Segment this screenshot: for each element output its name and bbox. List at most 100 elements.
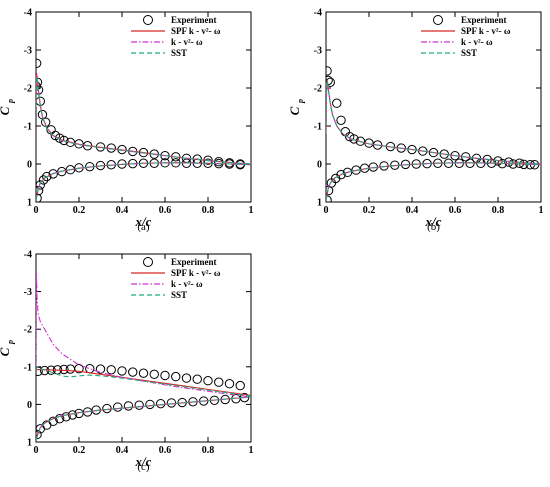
- data-point-upper: [65, 364, 76, 374]
- data-point-upper: [344, 131, 355, 142]
- series-line-upper: [36, 365, 251, 397]
- data-point-upper: [181, 373, 192, 383]
- legend-label: Experiment: [461, 15, 507, 25]
- data-point-upper: [117, 366, 127, 376]
- x-tick-label: 0.4: [116, 205, 129, 216]
- y-tick-label: -4: [314, 8, 322, 19]
- data-point-lower: [38, 175, 49, 185]
- data-point-upper: [235, 380, 245, 391]
- y-tick-label: -4: [24, 8, 32, 19]
- data-point-upper: [349, 134, 359, 144]
- data-point-upper: [355, 136, 366, 146]
- plot-area: [326, 66, 541, 202]
- data-point-upper: [138, 368, 149, 378]
- y-tick-label: -2: [24, 84, 32, 95]
- legend-label: k - v²- ω: [171, 279, 203, 289]
- data-point-upper: [326, 66, 332, 76]
- y-axis-label-subscript: p: [6, 99, 15, 104]
- y-tick-label: -3: [314, 46, 322, 57]
- x-tick-label: 0.8: [202, 205, 215, 216]
- y-tick-label: -2: [314, 84, 322, 95]
- series-line-lower: [326, 162, 541, 201]
- series-line-upper: [326, 80, 541, 165]
- data-point-upper: [340, 127, 351, 137]
- data-point-upper: [36, 58, 42, 68]
- y-axis-label-subscript: p: [296, 99, 305, 104]
- data-point-upper: [326, 77, 335, 87]
- data-point-upper: [106, 365, 116, 375]
- series-line-upper: [326, 80, 541, 165]
- data-point-lower: [342, 167, 353, 178]
- data-point-lower: [36, 429, 42, 440]
- series-0: [36, 363, 250, 440]
- x-tick-label: 0.6: [159, 445, 172, 456]
- legend-label: SPF k - v²- ω: [171, 268, 221, 278]
- series-line-upper: [36, 272, 251, 398]
- x-tick-label: 0.8: [492, 205, 505, 216]
- x-tick-label: 0: [34, 205, 39, 216]
- y-tick-label: 1: [27, 198, 32, 209]
- chart-panel-2: 0 0.2 0.4 0.6 0.8 1-4-3-2-101x/cCp(b)Experime…: [287, 8, 544, 234]
- legend-label: Experiment: [171, 15, 217, 25]
- data-point-upper: [95, 364, 106, 374]
- data-point-upper: [171, 371, 181, 382]
- y-axis-label: Cp: [287, 99, 305, 115]
- legend-swatch: [433, 15, 443, 25]
- x-tick-label: 0.6: [159, 205, 172, 216]
- panel-caption: (c): [137, 461, 150, 473]
- y-axis-label-subscript: p: [6, 340, 15, 345]
- series-0: [36, 58, 245, 202]
- y-axis-label-main: C: [0, 106, 12, 115]
- data-point-upper: [428, 147, 439, 158]
- series-1: [36, 72, 251, 201]
- data-point-lower: [36, 180, 45, 190]
- data-point-upper: [203, 376, 213, 386]
- data-point-upper: [192, 374, 202, 384]
- data-point-lower: [145, 399, 155, 410]
- y-tick-label: -1: [314, 122, 322, 133]
- series-3: [36, 365, 251, 441]
- x-tick-label: 1: [249, 445, 254, 456]
- series-line-lower: [36, 162, 251, 201]
- data-point-upper: [59, 364, 69, 375]
- data-point-lower: [57, 166, 67, 177]
- y-axis-label: Cp: [0, 340, 15, 356]
- data-point-lower: [123, 401, 134, 411]
- plot-area: [36, 58, 251, 202]
- x-tick-label: 1: [249, 205, 254, 216]
- legend-label: k - v²- ω: [461, 37, 493, 47]
- legend-label: k - v²- ω: [171, 37, 203, 47]
- data-point-lower: [42, 171, 52, 182]
- data-point-upper: [54, 133, 65, 143]
- legend-label: Experiment: [171, 257, 217, 267]
- y-axis-label-main: C: [0, 347, 12, 356]
- series-line-upper: [36, 76, 251, 165]
- series-line-upper: [36, 74, 251, 165]
- data-point-upper: [74, 363, 84, 374]
- data-point-lower: [336, 169, 346, 180]
- x-tick-label: 1: [539, 205, 544, 216]
- x-axis-label: x/c: [425, 214, 442, 229]
- y-axis-label-main: C: [287, 106, 302, 115]
- data-point-upper: [128, 367, 138, 377]
- data-point-upper: [439, 149, 449, 159]
- x-axis-label: x/c: [135, 454, 152, 469]
- data-point-upper: [85, 363, 95, 374]
- series-line-lower: [326, 162, 541, 201]
- data-point-lower: [48, 169, 58, 179]
- y-tick-label: 1: [317, 198, 322, 209]
- plot-area: [36, 272, 251, 441]
- series-3: [36, 76, 251, 201]
- legend-label: SPF k - v²- ω: [461, 26, 511, 36]
- x-tick-label: 0.4: [116, 445, 129, 456]
- y-tick-label: -4: [24, 250, 32, 261]
- data-point-lower: [102, 403, 112, 414]
- x-tick-label: 0.2: [73, 205, 86, 216]
- data-point-lower: [65, 165, 76, 175]
- y-tick-label: -2: [24, 325, 32, 336]
- series-line-upper: [326, 80, 541, 165]
